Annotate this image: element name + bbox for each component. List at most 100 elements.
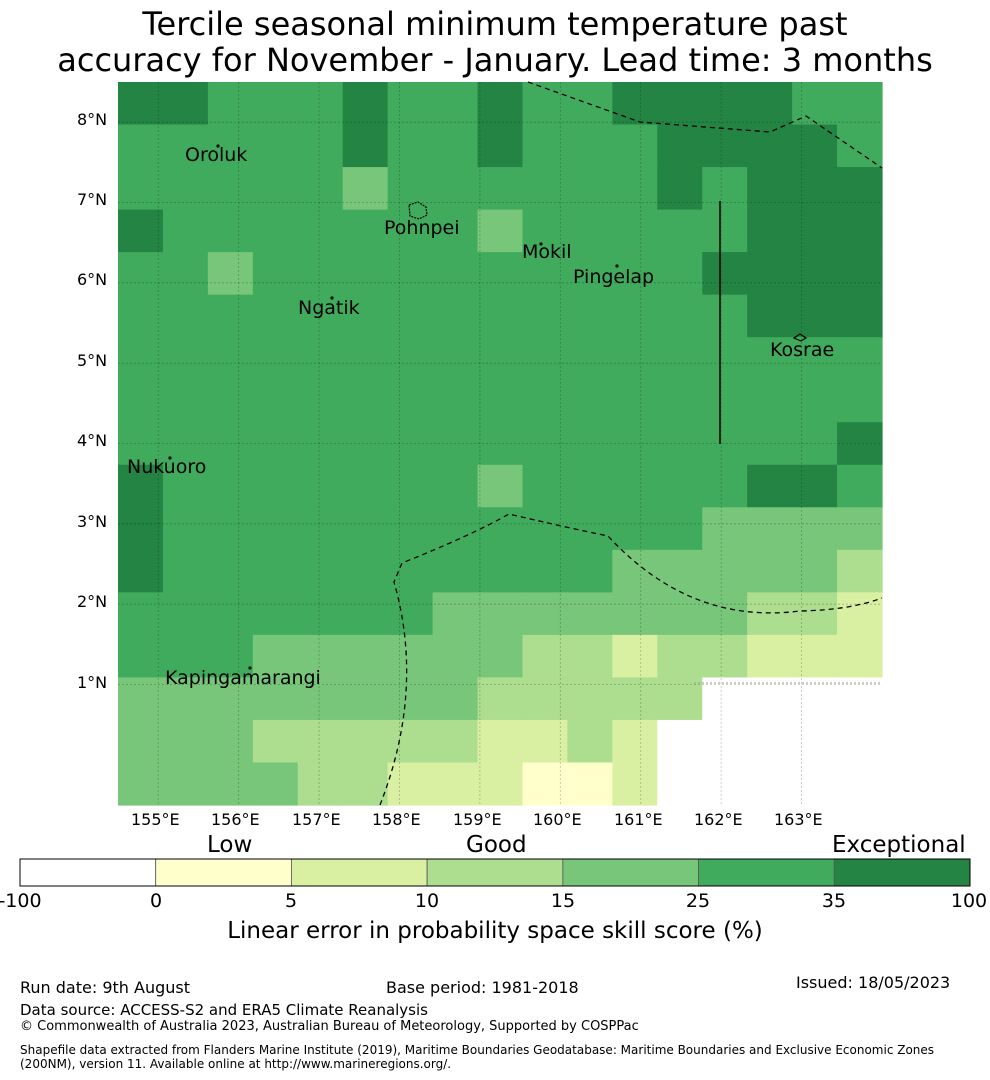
skill-cell <box>297 507 344 551</box>
skill-cell <box>612 762 658 806</box>
skill-cell <box>837 634 883 679</box>
skill-cell <box>792 124 838 168</box>
graticule-lines <box>118 82 882 805</box>
skill-cell <box>387 252 434 296</box>
skill-cell <box>567 252 613 296</box>
skill-cell <box>612 634 658 679</box>
colorbar-segment <box>19 858 157 887</box>
lon-tick-156e: 156°E <box>211 810 260 829</box>
skill-cell <box>747 464 793 508</box>
skill-cell <box>297 209 344 253</box>
skill-cell <box>657 592 703 636</box>
skill-cell <box>432 294 479 338</box>
skill-cell <box>207 592 254 636</box>
skill-cell <box>297 379 344 423</box>
skill-cell <box>792 634 838 679</box>
skill-cell <box>387 464 434 508</box>
skill-cell <box>612 549 658 593</box>
issued-date: Issued: 18/05/2023 <box>796 973 951 992</box>
skill-cell <box>792 549 838 593</box>
colorbar-tick: 5 <box>284 890 298 912</box>
skill-cell <box>118 422 164 466</box>
skill-cell <box>612 422 658 466</box>
skill-cell <box>657 507 703 551</box>
skill-cell <box>252 82 299 126</box>
skill-cell <box>387 592 434 636</box>
skill-cell <box>297 719 344 764</box>
skill-cell <box>477 677 524 721</box>
skill-cell <box>702 82 748 126</box>
skill-cell <box>657 209 703 253</box>
skill-cell <box>792 507 838 551</box>
skill-cell <box>657 762 703 806</box>
skill-cell <box>252 677 299 721</box>
skill-cell <box>477 379 524 423</box>
skill-cell <box>567 337 613 381</box>
skill-cell <box>522 124 569 168</box>
lon-tick-163e: 163°E <box>774 810 823 829</box>
shapefile-note-line-2: (200NM), version 11. Available online at… <box>20 1057 452 1071</box>
skill-cell <box>207 677 254 721</box>
island-label-kosrae: Kosrae <box>770 339 834 361</box>
lon-tick-158e: 158°E <box>372 810 421 829</box>
skill-cell <box>432 549 479 593</box>
skill-cell <box>522 549 569 593</box>
colorbar-segment <box>833 858 971 887</box>
skill-cell <box>162 507 209 551</box>
skill-cell <box>657 464 703 508</box>
skill-cell <box>522 464 569 508</box>
lon-tick-160e: 160°E <box>533 810 582 829</box>
skill-cell <box>207 464 254 508</box>
pohnpei-outline <box>408 201 428 220</box>
skill-cell <box>477 592 524 636</box>
skill-cell <box>118 337 164 381</box>
colorbar-tick: 100 <box>950 890 988 912</box>
skill-cell <box>567 294 613 338</box>
skill-cell <box>567 124 613 168</box>
skill-cell <box>477 422 524 466</box>
skill-cell <box>387 167 434 211</box>
skill-cell <box>432 124 479 168</box>
colorbar-border <box>19 858 971 887</box>
eez-boundary-north <box>527 81 883 169</box>
skill-cell <box>342 634 389 679</box>
skill-cell <box>657 634 703 679</box>
skill-cell <box>477 507 524 551</box>
skill-cell <box>432 719 479 764</box>
skill-cell <box>387 762 434 806</box>
skill-cell <box>162 167 209 211</box>
skill-cell <box>522 507 569 551</box>
skill-cell <box>252 422 299 466</box>
skill-cell <box>657 294 703 338</box>
skill-cell <box>612 294 658 338</box>
skill-cell <box>162 124 209 168</box>
skill-cell <box>252 337 299 381</box>
skill-cell <box>702 677 748 721</box>
skill-cell <box>747 549 793 593</box>
skill-cell <box>747 507 793 551</box>
colorbar <box>19 858 971 887</box>
skill-cell <box>567 762 613 806</box>
colorbar-segment <box>698 858 835 887</box>
skill-cell <box>837 379 883 423</box>
ngatik-dot <box>330 296 334 300</box>
skill-cell <box>162 719 209 764</box>
skill-cell <box>657 379 703 423</box>
skill-cell <box>792 294 838 338</box>
skill-cell <box>118 677 164 721</box>
skill-cell <box>118 379 164 423</box>
skill-cell <box>162 252 209 296</box>
skill-cell <box>342 82 389 126</box>
island-labels: Oroluk Pohnpei Mokil Pingelap Ngatik Kos… <box>127 144 834 689</box>
skill-cell <box>252 507 299 551</box>
skill-cell <box>207 209 254 253</box>
skill-cell <box>477 82 524 126</box>
skill-cell <box>387 82 434 126</box>
skill-cell <box>432 507 479 551</box>
skill-cell <box>387 379 434 423</box>
skill-cell <box>387 209 434 253</box>
skill-cell <box>567 719 613 764</box>
skill-cell <box>207 634 254 679</box>
skill-cell <box>792 337 838 381</box>
